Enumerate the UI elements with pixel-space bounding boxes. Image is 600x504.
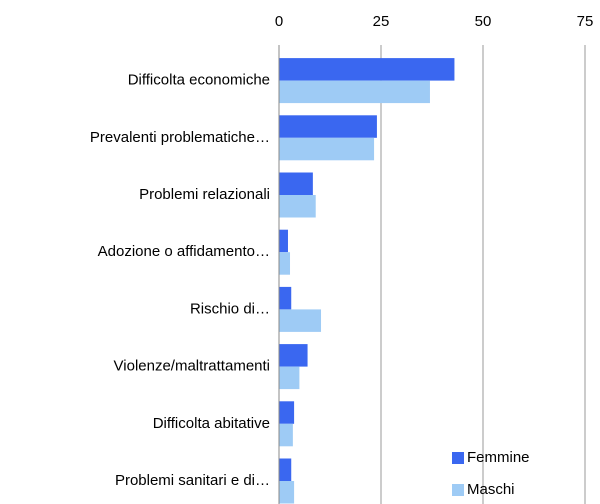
- bar: [279, 137, 375, 161]
- legend-label: Femmine: [467, 449, 530, 466]
- x-tick-label: 75: [577, 13, 594, 30]
- bar: [279, 58, 455, 81]
- y-tick-label: Prevalenti problematiche…: [90, 129, 270, 146]
- x-tick-label: 25: [373, 13, 390, 30]
- bar: [279, 458, 292, 481]
- legend-swatch: [452, 452, 464, 464]
- bar: [279, 423, 293, 447]
- y-tick-label: Rischio di…: [190, 300, 270, 317]
- bar: [279, 286, 292, 310]
- bar: [279, 481, 295, 504]
- bar: [279, 309, 322, 332]
- y-tick-label: Problemi relazionali: [139, 186, 270, 203]
- y-tick-label: Violenze/maltrattamenti: [114, 358, 270, 375]
- y-tick-label: Adozione o affidamento…: [98, 243, 270, 260]
- y-tick-label: Problemi sanitari e di…: [115, 472, 270, 489]
- legend-swatch: [452, 484, 464, 496]
- bar: [279, 195, 316, 218]
- y-tick-label: Difficolta economiche: [128, 72, 270, 89]
- bar: [279, 252, 291, 275]
- x-tick-label: 0: [275, 13, 283, 30]
- bar: [279, 172, 313, 195]
- bar: [279, 366, 300, 390]
- legend-label: Maschi: [467, 481, 515, 498]
- y-tick-label: Difficolta abitative: [153, 415, 270, 432]
- bar: [279, 229, 288, 253]
- bar: [279, 401, 295, 424]
- x-tick-label: 50: [475, 13, 492, 30]
- bar: [279, 344, 308, 367]
- bar: [279, 80, 430, 104]
- bar: [279, 115, 377, 138]
